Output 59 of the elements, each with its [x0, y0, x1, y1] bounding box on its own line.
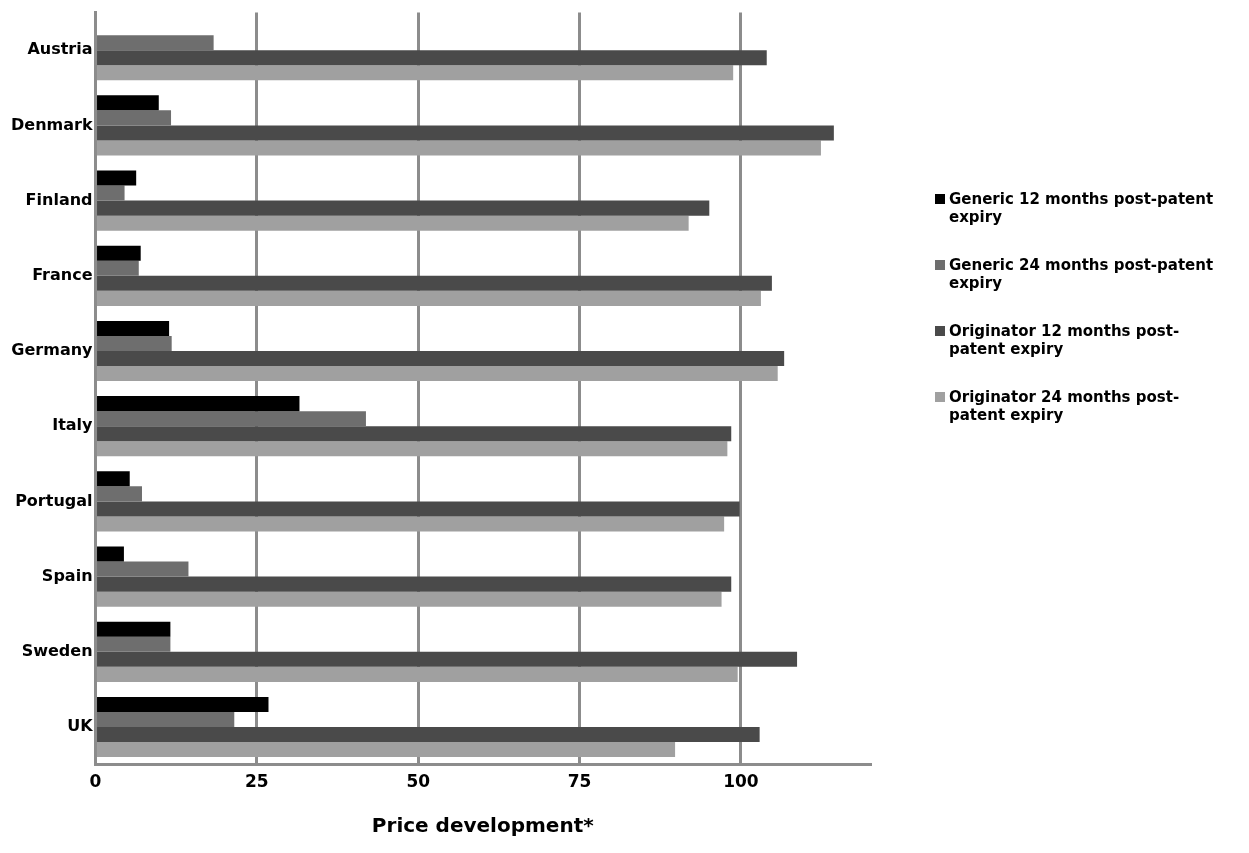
bar: [97, 411, 366, 427]
bar: [97, 561, 189, 577]
y-tick-label: Sweden: [21, 640, 93, 660]
bar: [97, 35, 214, 51]
bar: [97, 215, 689, 231]
bar: [97, 666, 738, 682]
bar: [97, 366, 778, 382]
bar: [97, 711, 235, 727]
bar: [97, 260, 139, 276]
x-tick-label: 50: [406, 771, 431, 792]
y-tick-label: Italy: [52, 415, 94, 435]
bar: [97, 591, 722, 607]
bar: [97, 546, 124, 562]
y-tick-label: Germany: [11, 340, 94, 360]
bar: [97, 110, 172, 126]
x-axis-title: Price development*: [371, 813, 595, 838]
bar: [97, 245, 141, 261]
legend-label: Generic 12 months post-patent expiry: [949, 190, 1215, 226]
bar: [97, 140, 821, 156]
y-tick-label: Austria: [27, 39, 93, 59]
bar: [97, 351, 785, 367]
x-tick-label: 25: [245, 771, 269, 792]
bar: [97, 576, 732, 592]
bar: [97, 651, 798, 667]
x-tick-label: 75: [567, 771, 592, 792]
bar: [97, 335, 172, 351]
bar: [97, 696, 269, 712]
bar: [97, 50, 767, 66]
bar: [97, 170, 137, 186]
bar: [97, 185, 125, 201]
bar: [97, 125, 834, 141]
bar: [97, 290, 761, 306]
x-tick-label: 0: [89, 771, 102, 792]
bar: [97, 441, 728, 457]
bar: [97, 742, 676, 758]
y-tick-label: Portugal: [15, 490, 93, 510]
y-tick-label: Finland: [25, 189, 93, 209]
bar: [97, 621, 171, 637]
bar: [97, 200, 710, 216]
bar: [97, 275, 772, 291]
legend-label: Originator 12 months post-patent expiry: [949, 322, 1181, 358]
bar: [97, 471, 130, 487]
bar: [97, 65, 734, 81]
bar: [97, 320, 170, 336]
bar: [97, 516, 725, 532]
legend-label: Generic 24 months post-patent expiry: [949, 256, 1215, 292]
bar: [97, 501, 740, 517]
bar: [97, 486, 142, 502]
x-tick-label: 100: [723, 771, 759, 792]
bar: [97, 95, 159, 111]
y-tick-label: Denmark: [10, 114, 93, 134]
bar: [97, 426, 732, 442]
y-tick-label: Spain: [41, 565, 93, 585]
y-tick-label: UK: [67, 716, 94, 736]
bar: [97, 396, 300, 412]
legend-label: Originator 24 months post-patent expiry: [949, 388, 1181, 424]
y-tick-label: France: [32, 264, 93, 284]
bar: [97, 636, 171, 652]
bar: [97, 727, 760, 743]
